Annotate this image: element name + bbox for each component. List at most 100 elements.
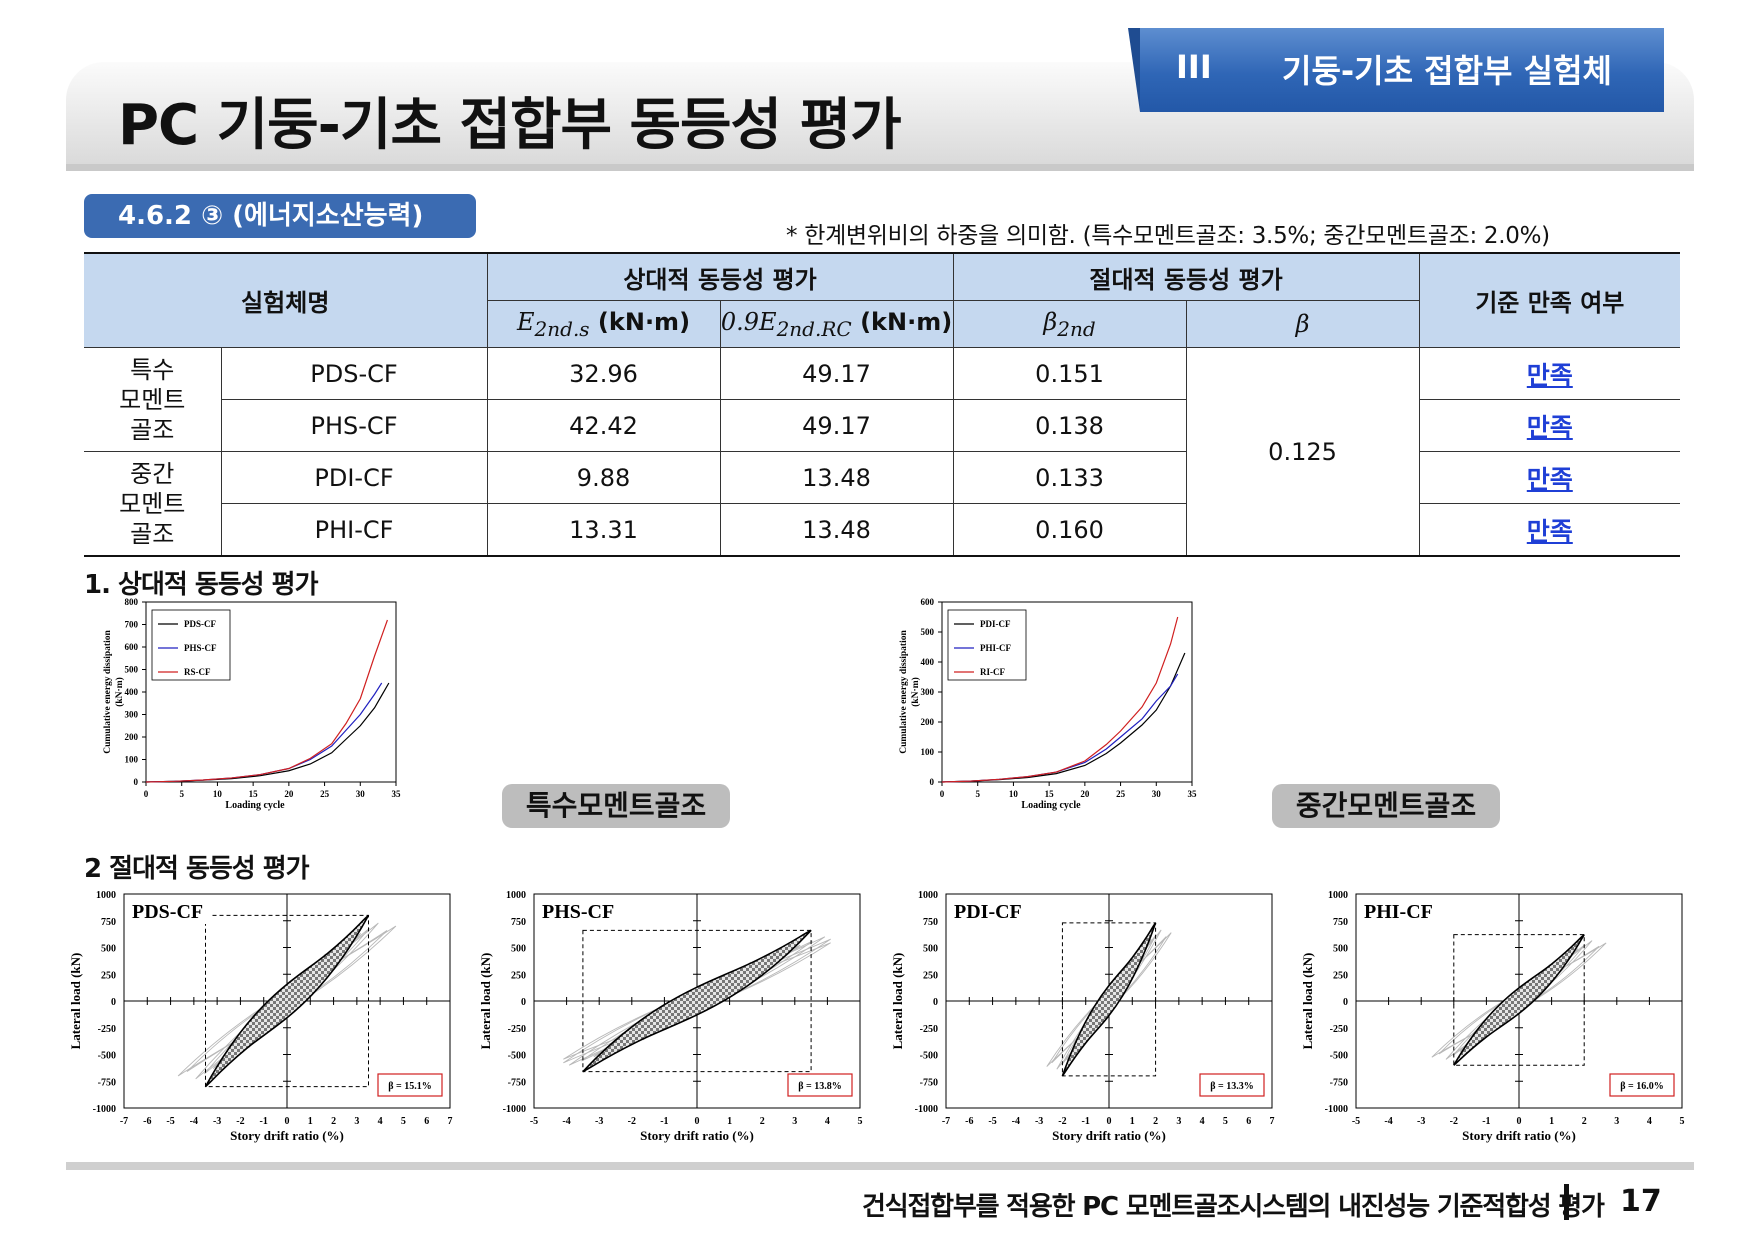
criteria-link[interactable]: 만족 — [1526, 464, 1573, 494]
envelope-rectangle — [205, 914, 369, 1088]
envelope-rectangle — [1061, 922, 1157, 1077]
chart-relative-special: 0 100 200 300 400 500 600 700 800 0 5 10 15 20 25 30 35 L… — [84, 596, 464, 846]
x-tick-label: -3 — [1417, 1116, 1425, 1127]
header-relative: 상대적 동등성 평가 — [486, 252, 954, 301]
beta-annotation: β = 13.3% — [1210, 1081, 1253, 1092]
legend-label: RS-CF — [184, 667, 211, 677]
y-tick-label: 750 — [1333, 917, 1348, 928]
legend-label: RI-CF — [980, 667, 1005, 677]
beta-annotation: β = 13.8% — [798, 1081, 841, 1092]
x-tick-label: 1 — [308, 1116, 313, 1127]
y-tick-label: 300 — [125, 710, 139, 720]
x-tick-label: 2 — [331, 1116, 336, 1127]
x-tick-label: 20 — [284, 789, 294, 799]
header-e2ndrc: 0.9E2nd.RC (kN·m) — [719, 300, 954, 348]
x-tick-label: 35 — [1188, 789, 1198, 799]
header-e2nds: E2nd.s (kN·m) — [487, 300, 721, 348]
criteria-link[interactable]: 만족 — [1526, 412, 1573, 442]
y-tick-label: 100 — [125, 755, 139, 765]
y-tick-label: 100 — [921, 747, 935, 757]
footer-separator — [1564, 1184, 1569, 1220]
x-tick-label: 3 — [1614, 1116, 1619, 1127]
hysteresis-chart-phi: -5 -4 -3 -2 -1 0 1 2 3 4 5 1000 750 500 250 0 -250 -500 -7… — [1298, 884, 1698, 1154]
chart-svg: -5 -4 -3 -2 -1 0 1 2 3 4 5 1000 750 500 250 0 -250 -500 -7… — [1300, 890, 1685, 1143]
y-tick-label: 600 — [125, 642, 139, 652]
envelope-rectangle — [1453, 934, 1585, 1066]
x-tick-label: 2 — [1582, 1116, 1587, 1127]
x-tick-label: 5 — [975, 789, 980, 799]
beta2nd-value: 0.133 — [952, 451, 1187, 504]
subsection-absolute: 2 절대적 동등성 평가 — [84, 854, 310, 884]
y-tick-label: 750 — [923, 917, 938, 928]
y-tick-label: 500 — [921, 627, 935, 637]
x-tick-label: 3 — [1176, 1116, 1181, 1127]
x-tick-label: 0 — [285, 1116, 290, 1127]
x-tick-label: 2 — [760, 1116, 765, 1127]
y-tick-label: -750 — [1330, 1077, 1348, 1088]
x-tick-label: -1 — [1482, 1116, 1490, 1127]
envelope-rectangle — [582, 929, 812, 1073]
hysteresis-chart-pdi: -7 -6 -5 -4 -3 -2 -1 0 1 2 3 4 5 6 7 1000 750 500 250 0 -250… — [888, 884, 1288, 1154]
beta-annotation-box — [377, 1073, 443, 1097]
energy-loop — [582, 929, 812, 1073]
chapter-number: III — [1176, 48, 1212, 86]
series-line-ri-cf — [941, 616, 1179, 783]
y-tick-label: -1000 — [1325, 1104, 1348, 1115]
group-special: 특수 모멘트 골조 — [84, 347, 222, 452]
y-tick-label: 750 — [101, 917, 116, 928]
specimen-title-bg — [536, 896, 622, 924]
x-tick-label: -1 — [260, 1116, 268, 1127]
y-tick-label: -250 — [508, 1024, 526, 1035]
x-tick-label: 0 — [144, 789, 149, 799]
specimen-name: PDS-CF — [220, 347, 488, 400]
x-tick-label: -4 — [1012, 1116, 1020, 1127]
specimen-name: PDI-CF — [220, 451, 488, 504]
legend-box — [947, 609, 1027, 681]
y-tick-label: 400 — [125, 687, 139, 697]
x-tick-label: 5 — [401, 1116, 406, 1127]
table-note: * 한계변위비의 하중을 의미함. (특수모멘트골조: 3.5%; 중간모멘트골… — [786, 223, 1550, 249]
y-tick-label: -500 — [920, 1051, 938, 1062]
y-tick-label: 1000 — [918, 890, 938, 901]
y-tick-label: -1000 — [93, 1104, 116, 1115]
y-tick-label: 1000 — [96, 890, 116, 901]
y-tick-label: -500 — [508, 1051, 526, 1062]
x-tick-label: 4 — [1200, 1116, 1205, 1127]
y-tick-label: -500 — [98, 1051, 116, 1062]
x-tick-label: 25 — [1116, 789, 1126, 799]
x-tick-label: 10 — [213, 789, 223, 799]
x-tick-label: 0 — [1107, 1116, 1112, 1127]
e2ndrc-value: 49.17 — [719, 347, 954, 400]
specimen-name: PHS-CF — [221, 399, 488, 452]
footer-divider — [66, 1162, 1694, 1170]
chart-relative-intermediate: 0 100 200 300 400 500 600 0 5 10 15 20 25 30 35 Loading… — [880, 596, 1260, 846]
x-tick-label: 1 — [1549, 1116, 1554, 1127]
e2ndrc-value: 13.48 — [719, 503, 954, 557]
x-tick-label: -1 — [1082, 1116, 1090, 1127]
y-tick-label: 500 — [101, 944, 116, 955]
y-tick-label: 250 — [511, 970, 526, 981]
page-number: 17 — [1620, 1184, 1662, 1219]
x-tick-label: 6 — [1246, 1116, 1251, 1127]
y-tick-label: 0 — [930, 777, 935, 787]
e2ndrc-value: 49.17 — [719, 399, 954, 452]
x-tick-label: -2 — [1058, 1116, 1066, 1127]
x-tick-label: 4 — [378, 1116, 383, 1127]
table-row: PHS-CF 42.42 49.17 0.138 만족 — [84, 399, 1681, 452]
x-axis-label: Story drift ratio (%) — [1052, 1128, 1166, 1143]
footer-title: 건식접합부를 적용한 PC 모멘트골조시스템의 내진성능 기준적합성 평가 — [862, 1192, 1605, 1222]
e2nds-value: 42.42 — [486, 399, 721, 452]
equivalence-table: 실험체명 상대적 동등성 평가 절대적 동등성 평가 기준 만족 여부 E2nd… — [84, 252, 1681, 557]
criteria-link[interactable]: 만족 — [1526, 360, 1573, 390]
criteria-link[interactable]: 만족 — [1526, 516, 1573, 546]
legend-label: PDS-CF — [184, 619, 216, 629]
y-tick-label: 0 — [933, 997, 938, 1008]
x-tick-label: -4 — [190, 1116, 198, 1127]
specimen-title: PDI-CF — [954, 901, 1022, 923]
y-tick-label: -250 — [920, 1024, 938, 1035]
x-tick-label: 30 — [356, 789, 366, 799]
x-tick-label: 6 — [424, 1116, 429, 1127]
x-tick-label: 2 — [1153, 1116, 1158, 1127]
y-axis-label: Cumulative energy dissipation (kN·m) — [103, 630, 125, 754]
x-tick-label: -5 — [988, 1116, 996, 1127]
